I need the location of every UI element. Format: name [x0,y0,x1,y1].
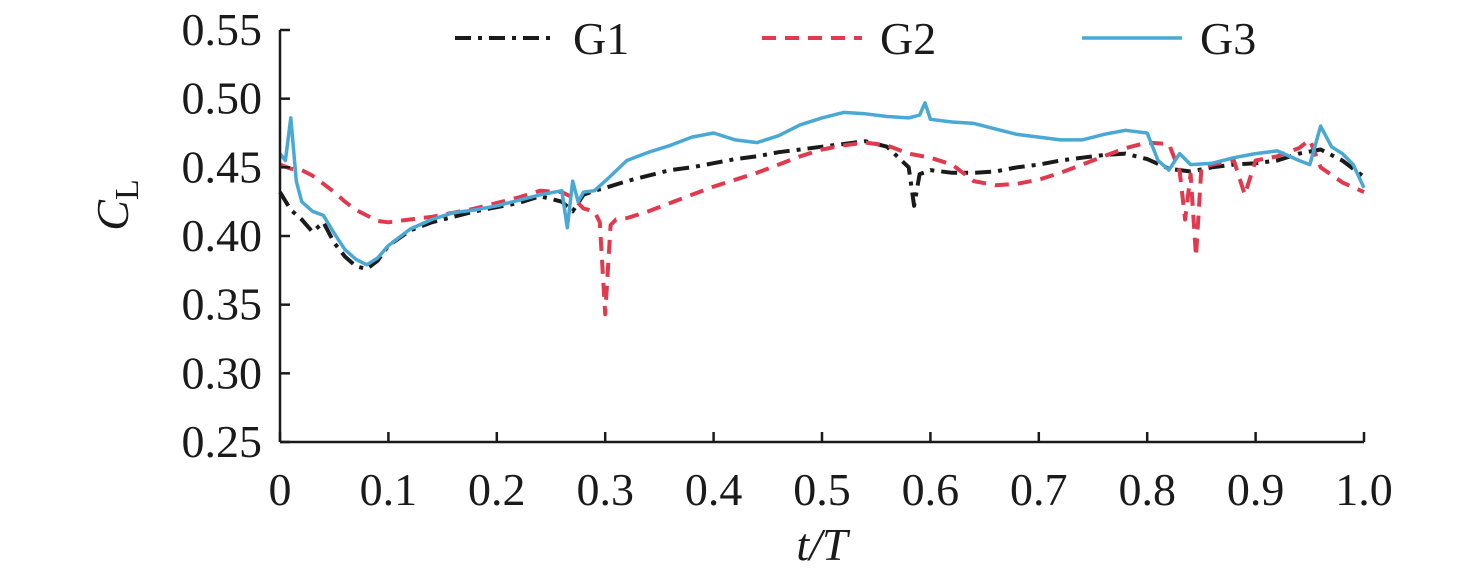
x-tick-label: 0.8 [1118,464,1176,515]
legend-label-g2: G2 [880,13,936,64]
y-tick-label: 0.40 [182,210,263,261]
y-tick-label: 0.25 [182,416,263,467]
y-tick-label: 0.35 [182,279,263,330]
x-axis-title: t/T [796,519,851,570]
x-tick-label: 0.9 [1227,464,1285,515]
legend-label-g3: G3 [1200,13,1256,64]
x-tick-label: 0 [269,464,292,515]
x-tick-label: 0.1 [360,464,418,515]
series-line-g3 [278,101,1366,267]
plot-lines [278,101,1366,317]
y-tick-label: 0.50 [182,73,263,124]
series-line-g1 [278,139,1366,271]
axes [278,30,1364,444]
legend: G1 G2 G3 [455,13,1256,64]
y-tick-label: 0.30 [182,347,263,398]
x-tick-label: 0.5 [793,464,851,515]
x-ticks: 0 0.1 0.2 0.3 0.4 0.5 0.6 0.7 0.8 0.9 1.0 [269,432,1393,515]
y-axis-title-sub: L [109,179,146,200]
x-tick-label: 0.7 [1010,464,1068,515]
x-tick-label: 1.0 [1335,464,1393,515]
x-tick-label: 0.6 [902,464,960,515]
x-tick-label: 0.2 [468,464,526,515]
y-axis-title: CL [87,179,146,230]
legend-label-g1: G1 [573,13,629,64]
y-axis-title-main: C [87,199,138,231]
x-tick-label: 0.4 [685,464,743,515]
y-ticks: 0.25 0.30 0.35 0.40 0.45 0.50 0.55 [182,4,290,467]
series-line-g2 [279,137,1365,317]
x-tick-label: 0.3 [576,464,634,515]
y-tick-label: 0.45 [182,141,263,192]
y-tick-label: 0.55 [182,4,263,55]
